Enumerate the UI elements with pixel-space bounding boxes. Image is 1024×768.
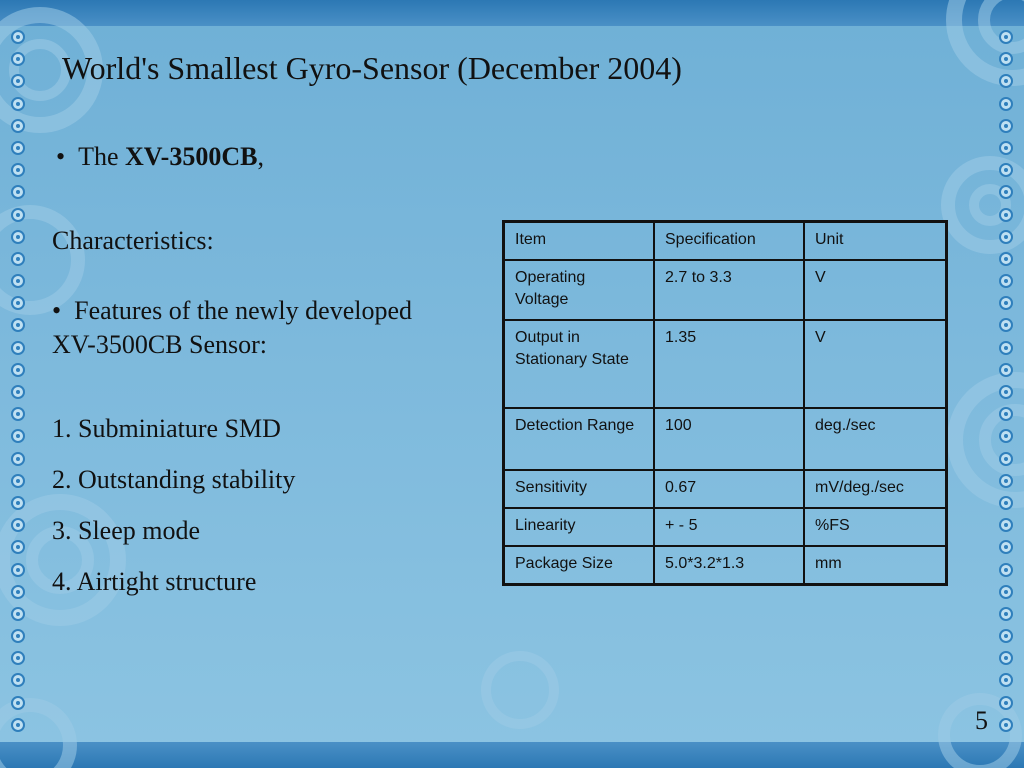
list-item: 1. Subminiature SMD	[52, 414, 281, 443]
table-cell: Linearity	[502, 507, 655, 547]
table-cell: V	[803, 319, 948, 409]
slide-title: World's Smallest Gyro-Sensor (December 2…	[62, 50, 682, 86]
characteristics-label: Characteristics:	[52, 226, 214, 255]
table-row: Sensitivity 0.67 mV/deg./sec	[502, 469, 948, 509]
table-cell: %FS	[803, 507, 948, 547]
table-cell: 0.67	[653, 469, 805, 509]
table-cell: deg./sec	[803, 407, 948, 471]
table-cell: mm	[803, 545, 948, 586]
table-header-row: Item Specification Unit	[502, 220, 948, 261]
bullet-suffix: ,	[257, 142, 264, 171]
table-row: Detection Range 100 deg./sec	[502, 407, 948, 471]
header-cell-unit: Unit	[803, 220, 948, 261]
table-cell: mV/deg./sec	[803, 469, 948, 509]
bullet-glyph: •	[56, 142, 79, 171]
features-heading: • Features of the newly developed XV-350…	[52, 294, 452, 362]
table-cell: 1.35	[653, 319, 805, 409]
top-band	[0, 0, 1024, 26]
table-cell: Package Size	[502, 545, 655, 586]
list-item: 2. Outstanding stability	[52, 465, 296, 494]
model-bullet: • The XV-3500CB,	[56, 142, 264, 172]
header-cell-specification: Specification	[653, 220, 805, 261]
table-cell: Operating Voltage	[502, 259, 655, 321]
right-dot-column	[996, 30, 1016, 740]
features-list: 1. Subminiature SMD 2. Outstanding stabi…	[52, 414, 295, 618]
page-number: 5	[975, 706, 988, 735]
specification-table: Item Specification Unit Operating Voltag…	[502, 220, 948, 586]
list-item: 4. Airtight structure	[52, 567, 257, 596]
table-cell: V	[803, 259, 948, 321]
left-dot-column	[8, 30, 28, 740]
model-name: XV-3500CB	[125, 142, 258, 171]
table-cell: 100	[653, 407, 805, 471]
table-row: Output in Stationary State 1.35 V	[502, 319, 948, 409]
table-row: Linearity + - 5 %FS	[502, 507, 948, 547]
table-cell: Sensitivity	[502, 469, 655, 509]
table-cell: Detection Range	[502, 407, 655, 471]
features-heading-text: Features of the newly developed XV-3500C…	[52, 296, 412, 359]
table-cell: 2.7 to 3.3	[653, 259, 805, 321]
table-cell: 5.0*3.2*1.3	[653, 545, 805, 586]
features-bullet-glyph: •	[52, 296, 75, 325]
table-row: Operating Voltage 2.7 to 3.3 V	[502, 259, 948, 321]
bottom-band	[0, 742, 1024, 768]
bullet-prefix: The	[78, 142, 126, 171]
header-cell-item: Item	[502, 220, 655, 261]
table-cell: Output in Stationary State	[502, 319, 655, 409]
table-row: Package Size 5.0*3.2*1.3 mm	[502, 545, 948, 586]
table-cell: + - 5	[653, 507, 805, 547]
list-item: 3. Sleep mode	[52, 516, 201, 545]
